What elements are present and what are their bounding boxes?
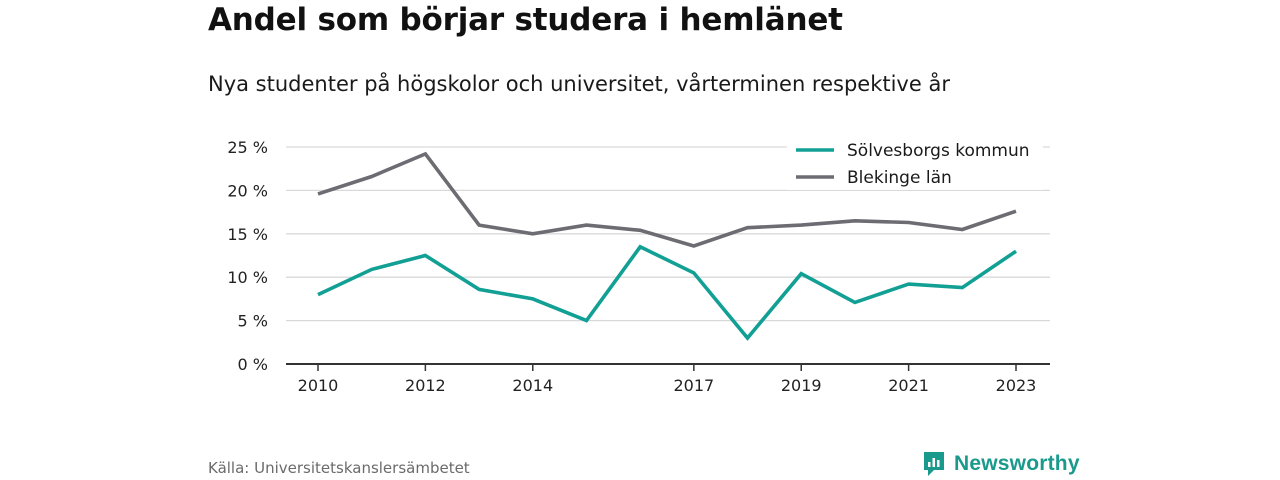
x-tick-label: 2019	[781, 376, 822, 395]
series-lines	[317, 151, 1018, 341]
chart-title: Andel som börjar studera i hemlänet	[208, 2, 843, 38]
series-line	[317, 151, 1017, 248]
x-tick-label: 2012	[405, 376, 446, 395]
y-tick-label: 15 %	[227, 225, 268, 244]
y-tick-label: 5 %	[238, 312, 268, 331]
brand-logo: Newsworthy	[922, 450, 1080, 477]
x-axis-ticks: 2010 2012 2014 2017 2019 2021 2023	[298, 364, 1037, 395]
y-tick-label: 0 %	[238, 355, 268, 374]
y-axis-ticks: 0 % 5 % 10 % 15 % 20 % 25 %	[227, 138, 268, 374]
grid-lines	[286, 146, 1050, 365]
x-tick-label: 2017	[673, 376, 714, 395]
chart-subtitle: Nya studenter på högskolor och universit…	[208, 72, 950, 96]
y-tick-label: 20 %	[227, 181, 268, 200]
newsworthy-logo-icon	[924, 452, 944, 476]
series-line	[317, 244, 1018, 341]
x-tick-label: 2021	[888, 376, 929, 395]
legend: Sölvesborgs kommun Blekinge län	[787, 132, 1043, 190]
legend-label: Sölvesborgs kommun	[847, 141, 1030, 161]
y-tick-label: 25 %	[227, 138, 268, 157]
x-tick-label: 2010	[298, 376, 339, 395]
brand-name: Newsworthy	[954, 451, 1080, 475]
x-tick-label: 2023	[996, 376, 1037, 395]
y-tick-label: 10 %	[227, 268, 268, 287]
legend-box	[787, 132, 1043, 190]
legend-label: Blekinge län	[847, 168, 952, 188]
line-chart: 0 %5 %10 %15 %20 %25 % 2010 2012 2014 2017 2…	[227, 132, 1050, 395]
source-note: Källa: Universitetskanslersämbetet	[208, 459, 470, 477]
x-tick-label: 2014	[512, 376, 553, 395]
